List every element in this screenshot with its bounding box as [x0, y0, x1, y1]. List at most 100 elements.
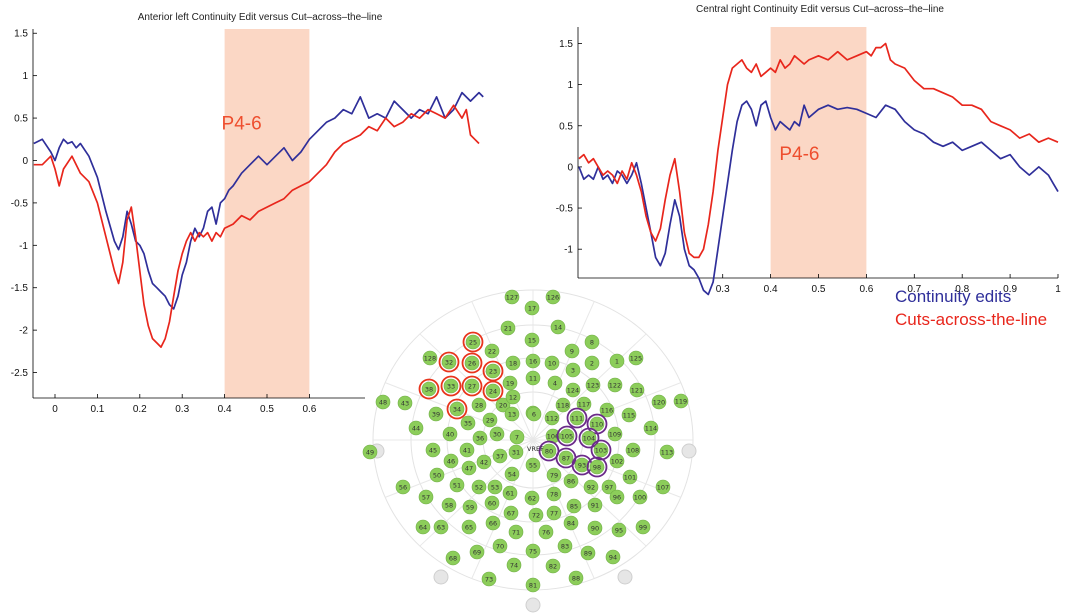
electrode-123: 123	[585, 377, 601, 393]
electrode-ring	[590, 439, 612, 461]
electrode-dot	[525, 353, 541, 369]
legend: Continuity edits Cuts-across-the-line	[895, 287, 1047, 329]
mesh-spoke	[532, 301, 595, 441]
electrode-dot	[397, 395, 413, 411]
electrode-116: 116	[599, 402, 615, 418]
electrode-label: 86	[567, 477, 575, 485]
y-tick-label: 1.5	[559, 39, 573, 50]
electrode-label: 57	[422, 493, 430, 501]
electrode-label: 100	[634, 493, 646, 501]
electrode-63: 63	[433, 519, 449, 535]
electrode-label: 54	[508, 470, 516, 478]
chart-title-left: Anterior left Continuity Edit versus Cut…	[138, 12, 383, 23]
electrode-73: 73	[481, 571, 497, 587]
electrode-14: 14	[550, 319, 566, 335]
electrode-dot	[655, 479, 671, 495]
electrode-label: 36	[476, 434, 484, 442]
electrode-label: 114	[645, 424, 657, 432]
y-tick-label: -1.5	[11, 283, 29, 294]
electrode-label: 50	[433, 471, 441, 479]
electrode-label: 111	[571, 414, 583, 422]
y-tick-label: 0.5	[559, 121, 573, 132]
chart-anterior-left: Anterior left Continuity Edit versus Cut…	[11, 12, 484, 415]
electrode-label: 110	[591, 420, 603, 428]
electrode-label: 44	[412, 424, 420, 432]
electrode-label: 59	[466, 503, 474, 511]
electrode-40: 40	[442, 426, 458, 442]
electrode-dot	[545, 289, 561, 305]
electrode-dot	[524, 490, 540, 506]
electrode-dot	[546, 467, 562, 483]
electrode-ring	[440, 375, 462, 397]
electrode-95: 95	[611, 522, 627, 538]
electrode-dot	[546, 486, 562, 502]
electrode-label: 51	[453, 481, 461, 489]
electrode-label: 31	[512, 448, 520, 456]
electrode-71: 71	[508, 524, 524, 540]
y-tick-label: 0.5	[14, 114, 28, 125]
electrode-dot	[504, 406, 520, 422]
electrode-label: 75	[529, 547, 537, 555]
electrode-label: 78	[550, 490, 558, 498]
y-tick-label: -1	[564, 245, 573, 256]
electrode-dot	[564, 343, 580, 359]
electrode-dot	[500, 320, 516, 336]
electrode-label: 6	[532, 410, 536, 418]
electrode-label: 73	[485, 575, 493, 583]
electrode-83: 83	[557, 538, 573, 554]
electrode-label: 79	[550, 471, 558, 479]
electrode-dot	[651, 394, 667, 410]
electrode-label: 3	[571, 366, 575, 374]
electrode-dot	[528, 507, 544, 523]
electrode-dot	[415, 519, 431, 535]
electrode-label: 13	[508, 410, 516, 418]
electrode-dot	[593, 442, 609, 458]
electrode-56: 56	[395, 479, 411, 495]
electrode-label: 89	[584, 549, 592, 557]
electrode-ring	[446, 398, 468, 420]
electrode-label: 2	[590, 359, 594, 367]
electrode-dot	[469, 544, 485, 560]
electrode-7: 7	[509, 429, 525, 445]
y-tick-label: -0.5	[556, 204, 574, 215]
legend-item-cuts: Cuts-across-the-line	[895, 310, 1047, 329]
electrode-label: 46	[447, 457, 455, 465]
electrode-dot	[362, 444, 378, 460]
electrode-dot	[563, 473, 579, 489]
electrode-15: 15	[524, 332, 540, 348]
electrode-97: 97	[601, 479, 617, 495]
electrode-dot	[375, 394, 391, 410]
electrode-label: 56	[399, 483, 407, 491]
electrode-dot	[492, 538, 508, 554]
electrode-96: 96	[609, 489, 625, 505]
y-tick-label: 1	[22, 71, 28, 82]
electrode-label: 61	[506, 489, 514, 497]
electrode-119: 119	[673, 393, 689, 409]
electrode-66: 66	[485, 515, 501, 531]
electrode-ring	[586, 456, 608, 478]
reference-node	[525, 597, 541, 613]
electrode-dot	[589, 416, 605, 432]
electrode-label: 58	[445, 501, 453, 509]
electrode-dot	[482, 412, 498, 428]
electrode-label: 109	[609, 430, 621, 438]
electrode-dot	[673, 393, 689, 409]
electrode-label: 81	[529, 581, 537, 589]
series-continuity-right	[578, 100, 1059, 296]
electrode-103: 103	[590, 439, 612, 461]
electrode-122: 122	[607, 377, 623, 393]
electrode-dot	[546, 505, 562, 521]
electrode-54: 54	[504, 466, 520, 482]
electrode-dot	[566, 498, 582, 514]
electrode-label: 122	[609, 381, 621, 389]
electrode-30: 30	[489, 426, 505, 442]
electrode-dot	[485, 363, 501, 379]
electrode-118: 118	[555, 397, 571, 413]
electrode-42: 42	[476, 454, 492, 470]
electrode-label: 128	[424, 354, 436, 362]
electrode-28: 28	[471, 397, 487, 413]
x-tick-label: 0.2	[133, 404, 147, 415]
electrode-38: 38	[418, 378, 440, 400]
electrode-13: 13	[504, 406, 520, 422]
